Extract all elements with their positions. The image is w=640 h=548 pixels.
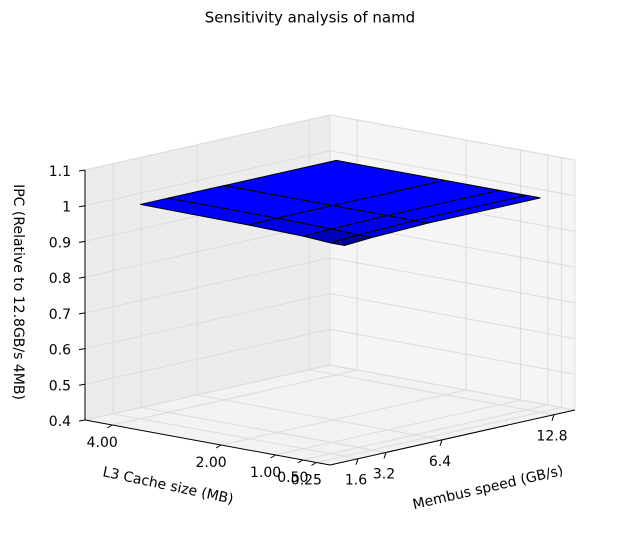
- x-axis-label: Membus speed (GB/s): [411, 463, 565, 513]
- z-tick-label: 1: [62, 200, 71, 216]
- tick-mark: [78, 419, 86, 422]
- grid-line: [329, 150, 576, 197]
- tick-mark: [551, 414, 555, 421]
- grid-line: [84, 257, 331, 314]
- grid-line: [329, 257, 576, 304]
- y-tick-label: 0.50: [277, 470, 308, 486]
- tick-mark: [439, 439, 443, 447]
- z-tick-label: 0.6: [49, 343, 71, 359]
- tick-mark: [297, 459, 304, 464]
- grid-line: [329, 328, 576, 375]
- grid-line: [84, 114, 331, 171]
- tick-mark: [78, 312, 86, 315]
- grid-line: [84, 150, 331, 207]
- y-tick-label: 2.00: [196, 455, 227, 471]
- z-axis-label: IPC (Relative to 12.8GB/s 4MB): [10, 184, 26, 400]
- y-tick-label: 4.00: [87, 435, 118, 451]
- grid-line: [316, 407, 562, 463]
- grid-line: [329, 114, 576, 161]
- tick-mark: [355, 458, 359, 465]
- grid-line: [275, 399, 521, 456]
- x-tick-label: 12.8: [536, 429, 567, 445]
- grid-line: [196, 394, 443, 441]
- tick-mark: [215, 444, 222, 449]
- z-tick-label: 0.4: [49, 414, 71, 430]
- grid-line: [329, 293, 576, 340]
- grid-line: [302, 404, 548, 461]
- x-axis-line: [329, 409, 576, 466]
- tick-mark: [78, 276, 86, 279]
- grid-line: [329, 364, 576, 411]
- grid-line: [221, 389, 467, 446]
- tick-mark: [78, 205, 86, 208]
- grid-line: [84, 328, 331, 385]
- y-tick-label: 1.00: [250, 465, 281, 481]
- x-tick-label: 6.4: [429, 454, 451, 470]
- grid-line: [140, 406, 387, 453]
- y-tick-label: 0.25: [291, 473, 322, 489]
- tick-mark: [383, 452, 387, 459]
- z-tick-label: 0.5: [49, 378, 71, 394]
- grid-line: [112, 413, 359, 460]
- tick-mark: [106, 424, 113, 429]
- x-tick-label: 3.2: [373, 466, 395, 482]
- z-tick-label: 1.1: [49, 164, 71, 180]
- surface-patch: [330, 234, 373, 247]
- z-tick-label: 0.7: [49, 307, 71, 323]
- y-axis-line: [84, 419, 331, 466]
- tick-mark: [270, 454, 276, 459]
- tick-mark: [311, 462, 317, 466]
- tick-mark: [78, 383, 86, 386]
- z-tick-label: 0.9: [49, 235, 71, 251]
- chart-title: Sensitivity analysis of namd: [205, 9, 415, 27]
- grid-line: [308, 369, 555, 416]
- side-pane: [329, 114, 576, 411]
- grid-line: [84, 293, 331, 350]
- x-tick-label: 1.6: [345, 473, 367, 489]
- tick-mark: [78, 348, 86, 351]
- z-tick-label: 0.8: [49, 271, 71, 287]
- tick-mark: [78, 240, 86, 243]
- tick-mark: [78, 169, 86, 172]
- grid-line: [112, 369, 358, 426]
- grid-line: [84, 364, 331, 421]
